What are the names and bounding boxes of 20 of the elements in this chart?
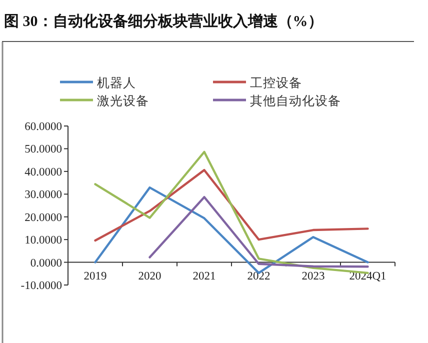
x-tick-label: 2023 (302, 270, 325, 282)
legend-label: 激光设备 (97, 94, 149, 108)
x-tick-label: 2020 (138, 270, 162, 282)
x-tick-label: 2022 (247, 270, 270, 282)
y-tick-label: 10.0000 (24, 234, 62, 247)
line-series (148, 196, 369, 268)
legend-label: 其他自动化设备 (250, 94, 341, 108)
y-tick-label: -10.0000 (20, 280, 62, 292)
y-tick-label: 30.0000 (24, 189, 62, 202)
legend-label: 机器人 (97, 76, 136, 90)
y-tick-label: 20.0000 (24, 212, 62, 224)
legend-label: 工控设备 (250, 76, 302, 90)
y-tick-label: 0.0000 (30, 257, 62, 270)
y-tick-label: 60.0000 (24, 121, 62, 133)
y-tick-label: 50.0000 (24, 144, 62, 156)
line-series (94, 168, 369, 242)
chart-title: 图 30：自动化设备细分板块营业收入增速（%） (4, 13, 323, 30)
y-tick-label: 40.0000 (24, 166, 62, 178)
x-tick-label: 2021 (192, 270, 216, 282)
x-tick-label: 2019 (84, 270, 107, 282)
